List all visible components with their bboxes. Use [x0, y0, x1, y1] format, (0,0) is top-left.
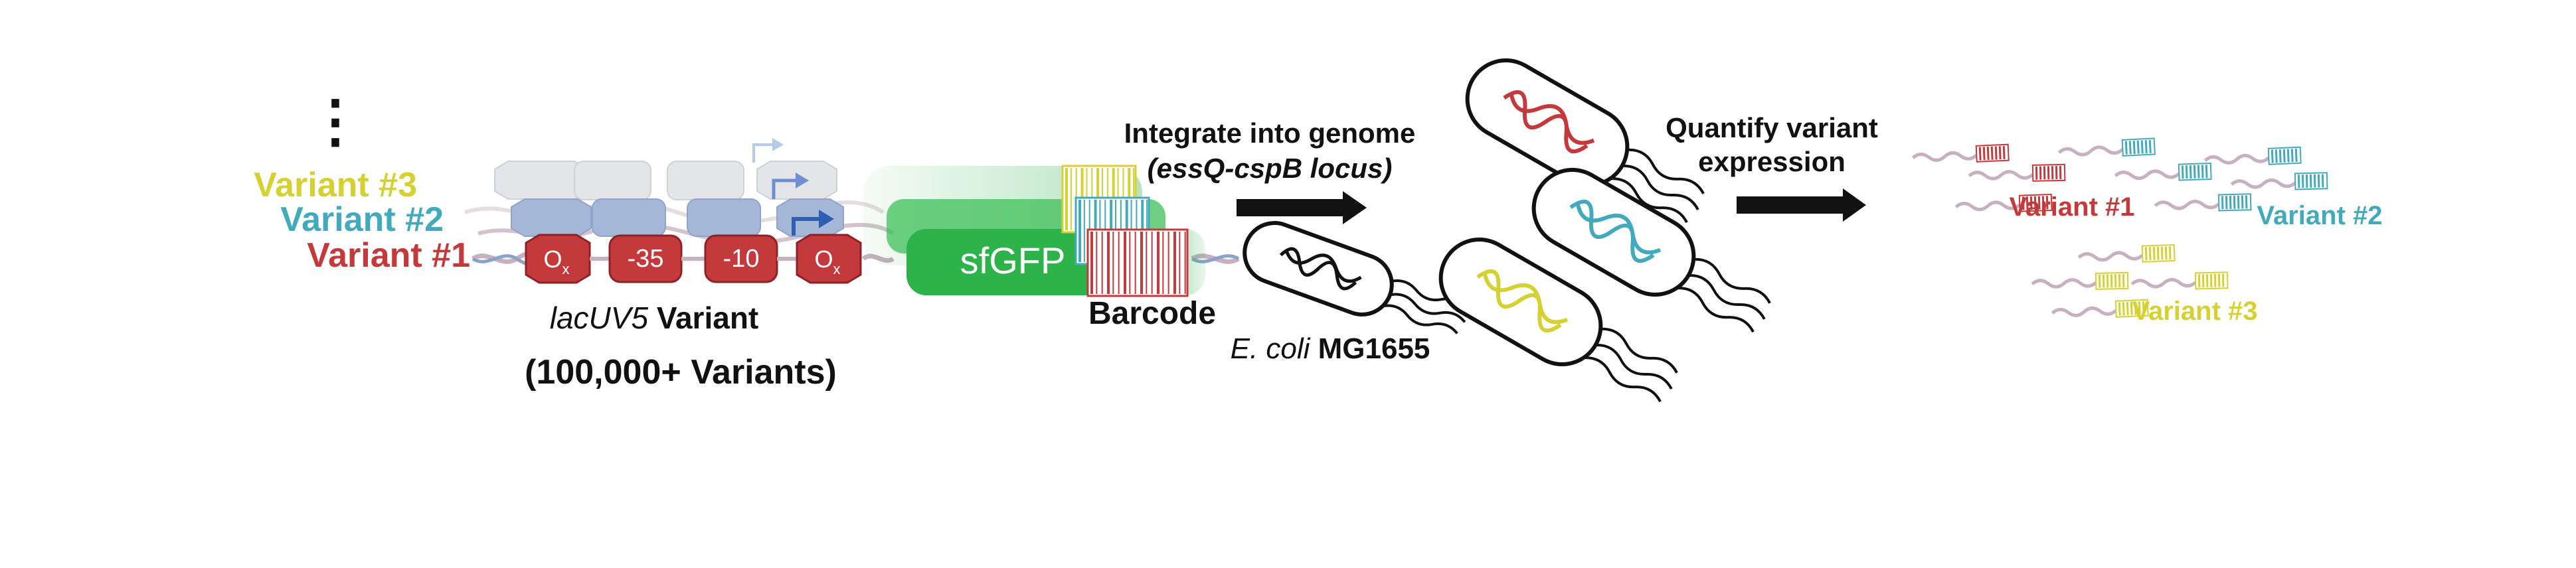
sequencing-read [2051, 299, 2149, 318]
sequencing-read [2031, 271, 2129, 290]
sfgfp-reporter: sfGFP [863, 166, 1205, 295]
operator-1-box [525, 234, 591, 284]
sequencing-read [2230, 172, 2328, 190]
step1-locus: (essQ-cspB locus) [1148, 153, 1393, 184]
ecoli-cell-variant-3 [1438, 238, 1678, 403]
sequencing-read [1911, 143, 2010, 163]
step2-subtitle: expression [1698, 146, 1846, 177]
sequencing-read [2077, 244, 2176, 263]
barcode-stack [1061, 165, 1189, 297]
sfgfp-label: sfGFP [960, 240, 1066, 281]
ecoli-cell-unlabeled-genome [1243, 221, 1468, 334]
host-strain-label: E. coli MG1655 [1231, 332, 1430, 365]
sequencing-read [2057, 137, 2156, 157]
operator-2-label: Ox [814, 246, 840, 277]
minus10-label: -10 [723, 245, 760, 273]
reads-variant-1-label: Variant #1 [2009, 192, 2134, 222]
step2-title: Quantify variant [1666, 112, 1878, 143]
barcode-label: Barcode [1088, 296, 1216, 331]
reads-variant-3-label: Variant #3 [2132, 297, 2257, 326]
operator-1-label: Ox [543, 246, 569, 277]
sequencing-read [2130, 271, 2229, 290]
operator-2-box [796, 234, 862, 284]
variant-1-construct: Ox -35 -10 Ox [472, 210, 1240, 284]
sequencing-read [1968, 163, 2066, 182]
more-variants-ellipsis: ⋮ [307, 90, 364, 153]
step1-title: Integrate into genome [1124, 117, 1416, 149]
step2-arrow [1737, 188, 1866, 222]
promoter-caption: lacUV5 Variant [550, 301, 759, 335]
minus35-label: -35 [628, 245, 664, 273]
variant-3-label: Variant #3 [254, 166, 417, 204]
barcode-variant-1 [1086, 228, 1189, 297]
step1-arrow [1237, 191, 1367, 224]
sequencing-read [2114, 162, 2212, 181]
sequencing-read [2154, 193, 2252, 212]
reads-variant-2-label: Variant #2 [2257, 201, 2382, 230]
sequencing-read [1954, 193, 2053, 212]
ecoli-cell-variant-1 [1465, 58, 1705, 224]
ecoli-cell-variant-2 [1531, 168, 1771, 333]
variant-1-label: Variant #1 [307, 236, 470, 275]
variant-count: (100,000+ Variants) [525, 353, 837, 391]
variant-2-label: Variant #2 [280, 200, 444, 239]
sequencing-read [2203, 146, 2302, 165]
sequencing-reads [1911, 137, 2328, 318]
